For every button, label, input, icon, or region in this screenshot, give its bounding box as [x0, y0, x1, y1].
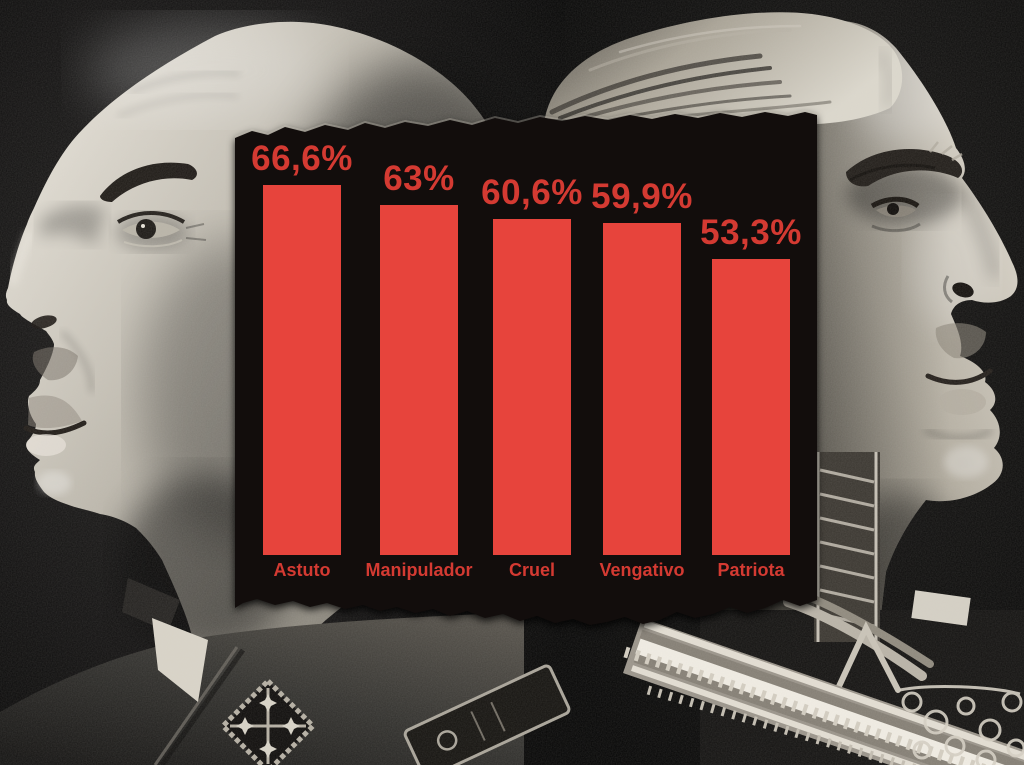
bar-category-label: Vengativo — [599, 560, 685, 580]
bar-value-label: 63% — [383, 159, 455, 198]
chart-panel-wrap: 66,6% Astuto 63% Manipulador 60,6% Cruel 59,9%… — [235, 110, 817, 632]
bar-value-label: 60,6% — [481, 173, 583, 212]
bar — [712, 259, 790, 555]
bar — [493, 219, 571, 555]
bar-column: 66,6% Astuto — [251, 141, 352, 579]
bar-column: 63% Manipulador — [366, 161, 473, 579]
bar — [380, 205, 458, 555]
bars: 66,6% Astuto 63% Manipulador 60,6% Cruel 59,9%… — [235, 112, 817, 625]
bar-value-label: 66,6% — [251, 139, 353, 178]
bar — [263, 185, 341, 555]
chart-panel: 66,6% Astuto 63% Manipulador 60,6% Cruel 59,9%… — [235, 112, 817, 625]
bar-category-label: Cruel — [508, 560, 556, 580]
bar-category-label: Astuto — [273, 560, 331, 580]
bar-column: 60,6% Cruel — [481, 175, 582, 579]
bar-column: 59,9% Vengativo — [591, 179, 692, 579]
bar-value-label: 53,3% — [700, 213, 802, 252]
bar-value-label: 59,9% — [591, 177, 693, 216]
bar-column: 53,3% Patriota — [700, 215, 801, 579]
bar — [603, 223, 681, 555]
bar-category-label: Patriota — [717, 560, 785, 580]
bar-category-label: Manipulador — [365, 560, 473, 580]
